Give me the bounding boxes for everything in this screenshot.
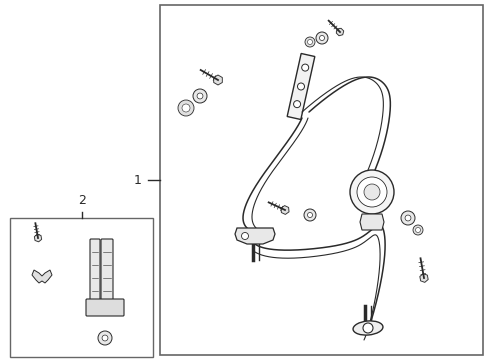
Polygon shape xyxy=(235,228,274,244)
Circle shape xyxy=(182,104,190,112)
Circle shape xyxy=(178,100,194,116)
Polygon shape xyxy=(281,206,288,215)
Circle shape xyxy=(315,32,327,44)
Polygon shape xyxy=(32,270,52,283)
Circle shape xyxy=(241,233,248,239)
FancyBboxPatch shape xyxy=(90,239,100,301)
Polygon shape xyxy=(286,54,314,120)
Circle shape xyxy=(297,83,304,90)
Circle shape xyxy=(193,89,206,103)
Circle shape xyxy=(304,209,315,221)
Ellipse shape xyxy=(352,321,382,335)
Bar xyxy=(160,5,482,355)
Circle shape xyxy=(102,335,108,341)
Circle shape xyxy=(415,228,420,233)
Bar xyxy=(10,218,153,357)
Polygon shape xyxy=(419,274,427,282)
Text: 2: 2 xyxy=(78,194,86,207)
Polygon shape xyxy=(34,234,41,242)
Circle shape xyxy=(307,212,312,217)
Circle shape xyxy=(400,211,414,225)
FancyBboxPatch shape xyxy=(86,299,124,316)
Circle shape xyxy=(98,331,112,345)
Polygon shape xyxy=(359,214,383,230)
Circle shape xyxy=(307,40,312,45)
Circle shape xyxy=(293,101,300,108)
Circle shape xyxy=(305,37,314,47)
Circle shape xyxy=(363,184,379,200)
Text: 1: 1 xyxy=(134,174,142,186)
Circle shape xyxy=(319,36,324,41)
Circle shape xyxy=(404,215,410,221)
Circle shape xyxy=(362,323,372,333)
Circle shape xyxy=(349,170,393,214)
Polygon shape xyxy=(336,28,343,36)
Polygon shape xyxy=(213,75,222,85)
Circle shape xyxy=(412,225,422,235)
Circle shape xyxy=(197,93,203,99)
Circle shape xyxy=(301,64,308,71)
Circle shape xyxy=(356,177,386,207)
FancyBboxPatch shape xyxy=(101,239,113,301)
